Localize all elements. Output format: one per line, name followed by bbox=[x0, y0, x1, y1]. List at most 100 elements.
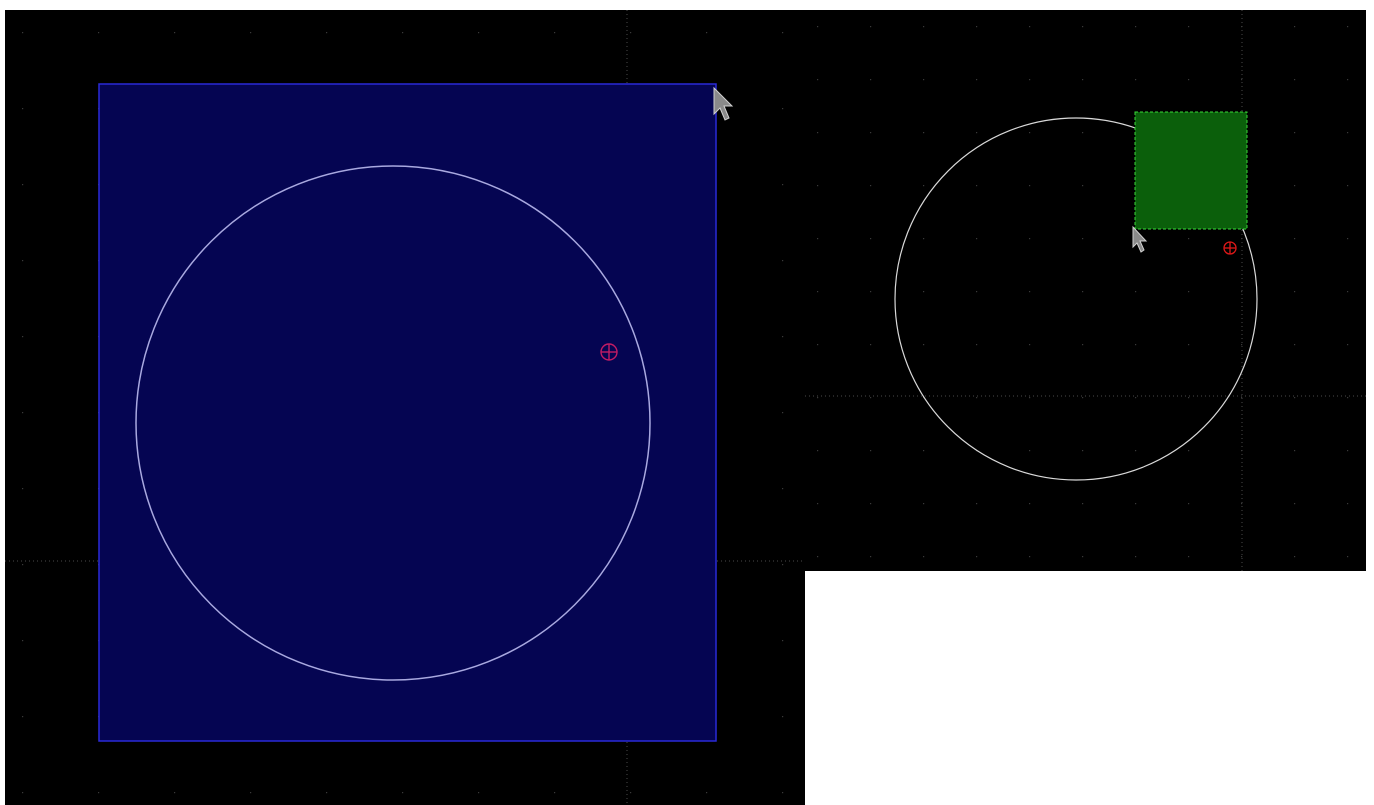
grid-dot bbox=[870, 132, 872, 134]
selection-rectangle[interactable] bbox=[98, 83, 717, 742]
crosshair-circle-icon[interactable] bbox=[600, 343, 618, 361]
grid-dot bbox=[923, 503, 925, 505]
grid-dot bbox=[923, 132, 925, 134]
grid-dot bbox=[22, 336, 24, 338]
grid-dot bbox=[402, 32, 404, 34]
grid-dot bbox=[1029, 397, 1031, 399]
grid-dot bbox=[250, 792, 252, 794]
grid-dot bbox=[817, 238, 819, 240]
grid-dot bbox=[1294, 397, 1296, 399]
grid-dot bbox=[1294, 26, 1296, 28]
grid-dot bbox=[1029, 238, 1031, 240]
grid-right bbox=[805, 10, 1366, 571]
grid-dot bbox=[923, 344, 925, 346]
grid-dot bbox=[976, 79, 978, 81]
grid-dot bbox=[923, 291, 925, 293]
grid-dot bbox=[554, 792, 556, 794]
grid-dot bbox=[782, 488, 784, 490]
grid-dot bbox=[1082, 344, 1084, 346]
crosshair-circle-icon[interactable] bbox=[1223, 241, 1237, 255]
grid-dot bbox=[1188, 79, 1190, 81]
drawing-canvas-left[interactable] bbox=[5, 10, 805, 805]
grid-dot bbox=[976, 132, 978, 134]
grid-dot bbox=[1082, 238, 1084, 240]
grid-dot bbox=[976, 344, 978, 346]
grid-dot bbox=[1188, 238, 1190, 240]
empty-area bbox=[805, 571, 1374, 805]
grid-dot bbox=[22, 32, 24, 34]
grid-dot bbox=[1347, 450, 1349, 452]
grid-dot bbox=[1294, 132, 1296, 134]
canvas-left-svg[interactable] bbox=[5, 10, 805, 805]
grid-dot bbox=[1135, 503, 1137, 505]
grid-dot bbox=[782, 412, 784, 414]
grid-dot bbox=[817, 397, 819, 399]
grid-dot bbox=[976, 397, 978, 399]
grid-dot bbox=[22, 412, 24, 414]
grid-dot bbox=[1241, 26, 1243, 28]
grid-dot bbox=[1347, 26, 1349, 28]
grid-dot bbox=[817, 185, 819, 187]
grid-dot bbox=[1135, 556, 1137, 558]
grid-dot bbox=[1082, 291, 1084, 293]
grid-dot bbox=[976, 26, 978, 28]
grid-dot bbox=[782, 716, 784, 718]
grid-dot bbox=[870, 503, 872, 505]
grid-dot bbox=[923, 79, 925, 81]
grid-dot bbox=[817, 291, 819, 293]
grid-dot bbox=[1029, 344, 1031, 346]
grid-dot bbox=[1294, 185, 1296, 187]
grid-dot bbox=[22, 260, 24, 262]
grid-dot bbox=[1029, 79, 1031, 81]
grid-dot bbox=[923, 238, 925, 240]
grid-dot bbox=[22, 564, 24, 566]
grid-dot bbox=[923, 556, 925, 558]
grid-dot bbox=[1294, 450, 1296, 452]
grid-dot bbox=[1241, 556, 1243, 558]
drawing-canvas-right[interactable] bbox=[805, 10, 1366, 571]
grid-dot bbox=[22, 716, 24, 718]
grid-dot bbox=[1347, 132, 1349, 134]
circle-shape[interactable] bbox=[894, 117, 1258, 481]
grid-dot bbox=[1241, 79, 1243, 81]
grid-dot bbox=[870, 450, 872, 452]
grid-dot bbox=[782, 108, 784, 110]
grid-dot bbox=[554, 32, 556, 34]
grid-dot bbox=[630, 792, 632, 794]
grid-dot bbox=[630, 32, 632, 34]
grid-dot bbox=[478, 792, 480, 794]
grid-dot bbox=[1029, 450, 1031, 452]
grid-dot bbox=[817, 556, 819, 558]
grid-dot bbox=[1347, 291, 1349, 293]
grid-dot bbox=[923, 26, 925, 28]
grid-dot bbox=[1082, 79, 1084, 81]
grid-dot bbox=[1029, 556, 1031, 558]
grid-dot bbox=[1082, 397, 1084, 399]
grid-dot bbox=[1294, 238, 1296, 240]
grid-dot bbox=[976, 185, 978, 187]
grid-dot bbox=[1135, 397, 1137, 399]
grid-dot bbox=[782, 184, 784, 186]
grid-dot bbox=[782, 792, 784, 794]
grid-dot bbox=[1188, 26, 1190, 28]
grid-dot bbox=[22, 792, 24, 794]
grid-dot bbox=[1188, 450, 1190, 452]
grid-dot bbox=[1029, 185, 1031, 187]
grid-dot bbox=[98, 792, 100, 794]
grid-dot bbox=[923, 185, 925, 187]
grid-dot bbox=[1347, 79, 1349, 81]
grid-dot bbox=[22, 184, 24, 186]
grid-dot bbox=[782, 32, 784, 34]
grid-dot bbox=[326, 792, 328, 794]
drag-selection-box[interactable] bbox=[1134, 111, 1248, 230]
circle-shape-selected[interactable] bbox=[135, 165, 651, 681]
grid-dot bbox=[782, 336, 784, 338]
grid-dot bbox=[1294, 556, 1296, 558]
grid-dot bbox=[1135, 344, 1137, 346]
grid-dot bbox=[976, 238, 978, 240]
grid-dot bbox=[1029, 132, 1031, 134]
grid-dot bbox=[870, 79, 872, 81]
canvas-right-svg[interactable] bbox=[805, 10, 1366, 571]
grid-dot bbox=[782, 260, 784, 262]
